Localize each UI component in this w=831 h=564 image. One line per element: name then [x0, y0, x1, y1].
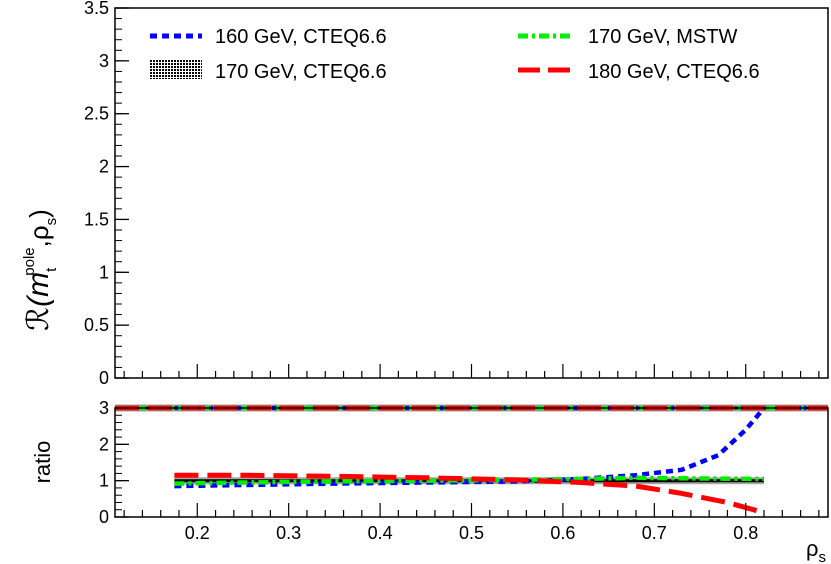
xtick-label: 0.6: [550, 523, 575, 543]
xtick-label: 0.3: [276, 523, 301, 543]
ratio-series-group: [174, 406, 766, 516]
legend-label-170-cteq: 170 GeV, CTEQ6.6: [215, 61, 387, 83]
ratio-ytick-label: 1: [99, 471, 109, 491]
main-ytick-label: 2: [99, 157, 109, 177]
ratio-y-axis: 0 1 2 3: [99, 398, 129, 527]
main-x-axis: [123, 364, 820, 378]
main-y-axis: 0 0.5 1 1.5 2 2.5 3 3.5: [84, 0, 129, 388]
ratio-line-180-gev-cteq6-6: [174, 472, 765, 516]
legend-swatch-170-cteq: [150, 59, 202, 79]
xtick-label: 0.7: [642, 523, 667, 543]
main-ytick-label: 2.5: [84, 104, 109, 124]
main-panel: 0 0.5 1 1.5 2 2.5 3 3.5 ℛ(mtpole,ρs) 160 GeV, C…: [21, 0, 829, 412]
legend-entry-170-mstw: 170 GeV, MSTW: [518, 26, 737, 48]
main-y-axis-title: ℛ(mtpole,ρs): [21, 209, 60, 331]
main-ytick-label: 3: [99, 51, 109, 71]
xtick-label: 0.8: [733, 523, 758, 543]
legend: 160 GeV, CTEQ6.6 170 GeV, CTEQ6.6 170 Ge…: [150, 26, 760, 83]
xtick-label: 0.5: [459, 523, 484, 543]
legend-label-170-mstw: 170 GeV, MSTW: [588, 26, 737, 48]
main-ytick-label: 1.5: [84, 209, 109, 229]
ratio-panel: 0 1 2 3 0.2 0.3 0.4 0.5 0.6 0.7 0.8 ratio ρs: [30, 398, 829, 564]
legend-entry-170-cteq: 170 GeV, CTEQ6.6: [150, 59, 387, 83]
main-ytick-label: 1: [99, 262, 109, 282]
ratio-x-axis: 0.2 0.3 0.4 0.5 0.6 0.7 0.8: [123, 503, 820, 543]
ratio-ytick-label: 2: [99, 434, 109, 454]
legend-label-180-cteq: 180 GeV, CTEQ6.6: [588, 61, 760, 83]
ratio-ytick-label: 0: [99, 507, 109, 527]
xtick-label: 0.4: [368, 523, 393, 543]
main-ytick-label: 0.5: [84, 315, 109, 335]
main-ytick-label: 3.5: [84, 0, 109, 18]
legend-entry-160-cteq: 160 GeV, CTEQ6.6: [150, 26, 387, 48]
legend-label-160-cteq: 160 GeV, CTEQ6.6: [215, 26, 387, 48]
main-ytick-label: 0: [99, 368, 109, 388]
ratio-ytick-label: 3: [99, 398, 109, 418]
xtick-label: 0.2: [185, 523, 210, 543]
ratio-y-axis-title: ratio: [30, 441, 55, 484]
x-axis-title: ρs: [806, 536, 826, 564]
legend-entry-180-cteq: 180 GeV, CTEQ6.6: [518, 61, 760, 83]
